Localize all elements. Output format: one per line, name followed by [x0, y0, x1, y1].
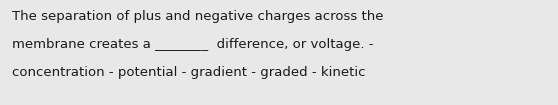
Text: The separation of plus and negative charges across the: The separation of plus and negative char… [12, 10, 383, 23]
Text: membrane creates a ________  difference, or voltage. -: membrane creates a ________ difference, … [12, 38, 373, 51]
Text: concentration - potential - gradient - graded - kinetic: concentration - potential - gradient - g… [12, 66, 365, 79]
